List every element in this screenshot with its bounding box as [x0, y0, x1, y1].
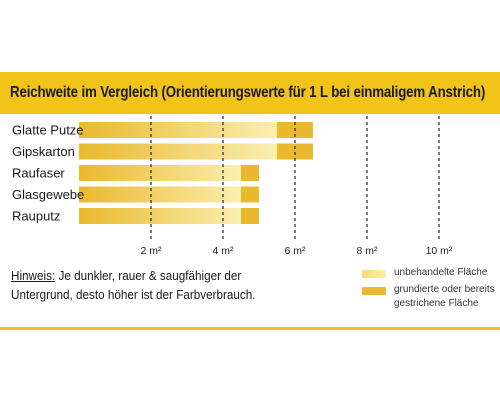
category-label-0: Glatte Putze: [12, 123, 84, 138]
bar-untreated-4: [79, 208, 241, 224]
chart-title: Reichweite im Vergleich (Orientierungswe…: [10, 84, 486, 101]
tick-label-6: 6 m²: [285, 245, 307, 257]
hint-note: Hinweis: Je dunkler, rauer & saugfähiger…: [11, 266, 281, 304]
bar-untreated-1: [79, 143, 277, 160]
bar-untreated-0: [79, 122, 277, 138]
legend-swatch-untreated: [362, 270, 386, 278]
hint-text: Je dunkler, rauer & saugfähiger der Unte…: [11, 268, 256, 302]
bar-untreated-3: [79, 186, 241, 203]
hint-label: Hinweis:: [11, 268, 56, 283]
tick-label-8: 8 m²: [357, 245, 379, 257]
tick-label-10: 10 m²: [426, 245, 453, 257]
category-label-4: Rauputz: [12, 209, 60, 224]
category-label-1: Gipskarton: [12, 144, 75, 159]
legend-label-untreated: unbehandelte Fläche: [394, 267, 488, 278]
category-label-2: Raufaser: [12, 166, 65, 181]
bar-untreated-2: [79, 165, 241, 181]
tick-label-2: 2 m²: [141, 245, 163, 257]
tick-label-4: 4 m²: [213, 245, 235, 257]
legend-swatch-primed: [362, 287, 386, 295]
category-label-3: Glasgewebe: [12, 187, 84, 202]
legend-label-primed: grundierte oder bereits gestrichene Fläc…: [394, 284, 495, 309]
title-bar: [0, 72, 500, 114]
